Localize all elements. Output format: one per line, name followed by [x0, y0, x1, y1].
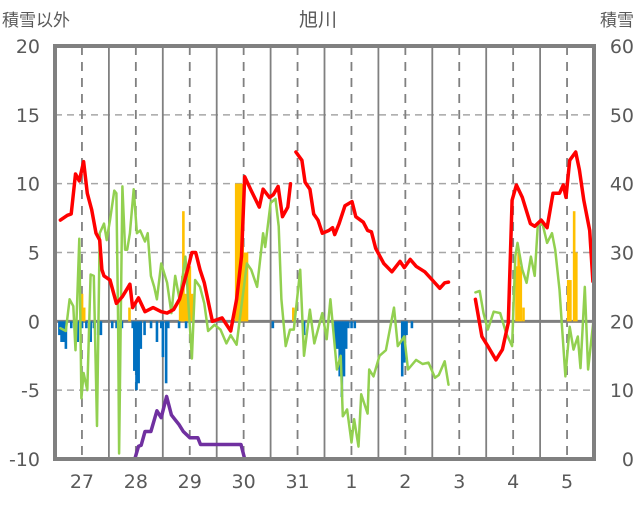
blue-bar — [143, 321, 146, 336]
blue-bar — [405, 321, 408, 336]
blue-bar — [344, 321, 348, 349]
blue-bar — [400, 321, 404, 377]
orange-bar — [178, 293, 182, 322]
blue-bar — [149, 321, 153, 329]
x-tick-label: 2 — [399, 471, 411, 493]
blue-bar — [155, 321, 159, 342]
grid — [55, 46, 594, 459]
blue-bar — [334, 321, 337, 349]
blue-bar — [62, 321, 66, 342]
blue-bar — [336, 321, 339, 349]
x-tick-label: 3 — [453, 471, 465, 493]
red-line — [294, 150, 451, 291]
right-tick-label: 10 — [610, 380, 634, 402]
blue-bar — [85, 321, 88, 329]
right-tick-label: 50 — [610, 105, 634, 127]
orange-bar — [234, 183, 238, 322]
right-tick-label: 0 — [622, 449, 634, 471]
lines — [58, 150, 596, 461]
orange-bar — [522, 307, 525, 322]
plot-frame — [53, 44, 596, 461]
blue-bar — [60, 321, 63, 342]
blue-bar — [164, 321, 168, 384]
right-tick-label: 60 — [610, 36, 634, 58]
blue-bar — [166, 321, 170, 329]
left-tick-label: 15 — [16, 105, 40, 127]
blue-bar — [69, 321, 73, 329]
blue-bar — [64, 321, 68, 349]
blue-bar — [133, 321, 136, 371]
blue-bar — [115, 321, 118, 329]
orange-bar — [569, 280, 572, 322]
orange-bar — [245, 252, 249, 322]
left-axis-label: 積雪以外 — [2, 11, 70, 31]
blue-bar — [302, 321, 306, 336]
x-tick-label: 28 — [124, 471, 148, 493]
blue-bar — [338, 321, 341, 377]
right-tick-label: 20 — [610, 311, 634, 333]
orange-bar — [575, 252, 578, 322]
blue-bar — [184, 321, 188, 329]
left-tick-label: 10 — [16, 174, 40, 196]
blue-bar — [131, 321, 135, 329]
blue-bar — [410, 321, 414, 329]
blue-bar — [342, 321, 346, 377]
orange-bar — [82, 307, 86, 322]
orange-bar — [190, 293, 194, 322]
orange-bar — [519, 266, 523, 322]
chart-title: 旭川 — [299, 9, 337, 31]
left-tick-label: 5 — [28, 243, 40, 265]
left-tick-label: -5 — [21, 380, 40, 402]
orange-bar — [188, 266, 192, 322]
blue-bar — [99, 321, 103, 336]
orange-bar — [566, 280, 570, 322]
x-tick-label: 5 — [561, 471, 573, 493]
green-line — [59, 185, 450, 455]
orange-bar — [292, 307, 295, 322]
x-tick-label: 27 — [70, 471, 94, 493]
purple-line — [58, 394, 451, 461]
blue-bar — [110, 321, 114, 329]
blue-bar — [177, 321, 181, 329]
orange-bar — [515, 266, 518, 322]
right-tick-label: 30 — [610, 243, 634, 265]
blue-bar — [135, 321, 138, 391]
blue-bar — [350, 321, 353, 329]
blue-bar — [271, 321, 275, 329]
plot-border — [53, 44, 596, 461]
x-tick-label: 30 — [232, 471, 256, 493]
blue-bar — [89, 321, 92, 342]
orange-bar — [184, 293, 187, 322]
right-tick-label: 40 — [610, 174, 634, 196]
orange-bar — [80, 293, 84, 322]
x-tick-label: 31 — [285, 471, 309, 493]
left-tick-label: 20 — [16, 36, 40, 58]
blue-bar — [80, 321, 84, 329]
left-tick-label: -10 — [9, 449, 40, 471]
x-tick-label: 1 — [345, 471, 357, 493]
blue-bar — [76, 321, 80, 342]
blue-bar — [347, 321, 350, 329]
orange-bar — [572, 211, 576, 322]
blue-bar — [137, 321, 140, 384]
orange-bar — [517, 252, 520, 322]
blue-bar — [159, 321, 163, 329]
orange-bar — [237, 183, 240, 322]
x-tick-label: 29 — [178, 471, 202, 493]
red-line — [58, 159, 293, 333]
x-tick-label: 4 — [507, 471, 519, 493]
left-tick-label: 0 — [28, 311, 40, 333]
orange-bar — [128, 307, 131, 322]
red-line — [473, 150, 595, 362]
blue-bar — [139, 321, 143, 349]
blue-bar — [161, 321, 165, 358]
blue-bar — [353, 321, 357, 329]
right-axis-label: 積雪 — [600, 11, 634, 31]
